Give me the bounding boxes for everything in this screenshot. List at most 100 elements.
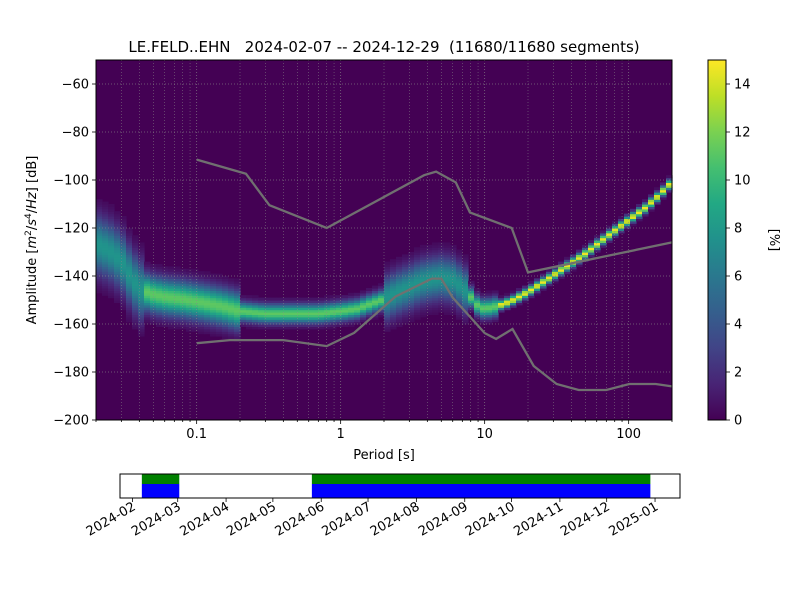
heat-cell bbox=[240, 319, 247, 323]
heat-cell bbox=[492, 297, 499, 301]
heat-cell bbox=[132, 319, 139, 323]
heat-cell bbox=[180, 297, 187, 301]
heat-cell bbox=[492, 307, 499, 311]
heat-cell bbox=[324, 302, 331, 306]
heat-cell bbox=[216, 288, 223, 291]
heat-cell bbox=[558, 261, 565, 265]
heat-cell bbox=[144, 283, 151, 287]
heat-cell bbox=[354, 307, 361, 311]
heat-cell bbox=[114, 213, 121, 217]
heat-cell bbox=[432, 247, 439, 251]
heat-cell bbox=[414, 266, 421, 270]
heat-cell bbox=[228, 288, 235, 291]
heat-cell bbox=[624, 223, 631, 227]
heat-cell bbox=[168, 292, 175, 296]
heat-cell bbox=[234, 328, 241, 332]
heat-cell bbox=[426, 259, 433, 263]
heat-cell bbox=[390, 280, 397, 284]
heat-cell bbox=[108, 264, 115, 267]
heat-cell bbox=[216, 314, 223, 318]
heat-cell bbox=[192, 276, 199, 279]
x-tick-label: 1 bbox=[337, 427, 345, 442]
heat-cell bbox=[288, 326, 295, 330]
heat-cell bbox=[108, 266, 115, 270]
heat-cell bbox=[648, 199, 655, 203]
heat-cell bbox=[168, 319, 175, 323]
heat-cell bbox=[396, 288, 403, 291]
heat-cell bbox=[324, 312, 331, 315]
heat-cell bbox=[246, 295, 253, 299]
heat-cell bbox=[264, 312, 271, 315]
heat-cell bbox=[96, 218, 103, 222]
heat-cell bbox=[360, 302, 367, 306]
heat-cell bbox=[120, 244, 127, 248]
heat-cell bbox=[246, 312, 253, 315]
heat-cell bbox=[126, 259, 133, 263]
heat-cell bbox=[456, 292, 463, 296]
heat-cell bbox=[222, 276, 229, 279]
heat-cell bbox=[120, 228, 127, 231]
heat-cell bbox=[126, 228, 133, 231]
heat-cell bbox=[228, 300, 235, 303]
heat-cell bbox=[306, 324, 313, 327]
heat-cell bbox=[408, 292, 415, 296]
heat-cell bbox=[438, 271, 445, 275]
heat-cell bbox=[108, 237, 115, 241]
heat-cell bbox=[114, 220, 121, 224]
heat-cell bbox=[180, 321, 187, 325]
heat-cell bbox=[114, 225, 121, 229]
heat-cell bbox=[114, 290, 121, 294]
heat-cell bbox=[306, 302, 313, 306]
heat-cell bbox=[402, 283, 409, 287]
heat-cell bbox=[492, 302, 499, 306]
heat-cell bbox=[450, 312, 457, 315]
heat-cell bbox=[132, 259, 139, 263]
heat-cell bbox=[138, 307, 145, 311]
heat-cell bbox=[204, 273, 211, 277]
heat-cell bbox=[96, 223, 103, 227]
heat-cell bbox=[102, 273, 109, 277]
heat-cell bbox=[198, 331, 205, 335]
heat-cell bbox=[564, 264, 571, 267]
heat-cell bbox=[204, 324, 211, 327]
heat-cell bbox=[198, 304, 205, 308]
heat-cell bbox=[144, 321, 151, 325]
heat-cell bbox=[138, 261, 145, 265]
heat-cell bbox=[186, 280, 193, 284]
heat-cell bbox=[378, 283, 385, 287]
heat-cell bbox=[408, 302, 415, 306]
heat-cell bbox=[342, 302, 349, 306]
heat-cell bbox=[594, 242, 601, 246]
heat-cell bbox=[414, 264, 421, 267]
heat-cell bbox=[150, 276, 157, 279]
heat-cell bbox=[630, 223, 637, 227]
heat-cell bbox=[432, 302, 439, 306]
heat-cell bbox=[390, 314, 397, 318]
heat-cell bbox=[192, 297, 199, 301]
heat-cell bbox=[426, 244, 433, 248]
heat-cell bbox=[132, 300, 139, 303]
x-tick-label: 10 bbox=[476, 427, 493, 442]
heat-cell bbox=[174, 316, 181, 320]
heat-cell bbox=[162, 324, 169, 327]
heat-cell bbox=[276, 312, 283, 315]
heat-cell bbox=[414, 288, 421, 291]
heat-cell bbox=[660, 182, 667, 186]
heat-cell bbox=[534, 280, 541, 284]
heat-cell bbox=[234, 292, 241, 296]
heat-cell bbox=[168, 304, 175, 308]
heat-cell bbox=[192, 316, 199, 320]
heat-cell bbox=[300, 316, 307, 320]
heat-cell bbox=[96, 271, 103, 275]
heat-cell bbox=[168, 288, 175, 291]
heat-cell bbox=[234, 309, 241, 313]
heat-cell bbox=[240, 307, 247, 311]
heat-cell bbox=[528, 285, 535, 289]
heat-cell bbox=[522, 295, 529, 299]
heat-cell bbox=[222, 285, 229, 289]
heat-cell bbox=[570, 266, 577, 270]
heat-cell bbox=[354, 319, 361, 323]
heat-cell bbox=[606, 228, 613, 231]
heat-cell bbox=[210, 326, 217, 330]
heat-cell bbox=[432, 307, 439, 311]
